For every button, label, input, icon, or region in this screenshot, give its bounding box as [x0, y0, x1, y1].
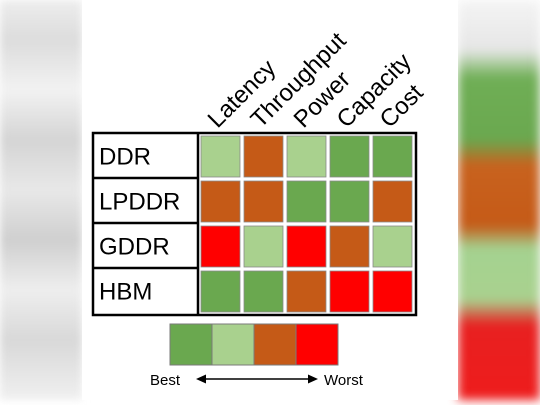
cell-gddr-capacity [329, 225, 370, 268]
blurred-background-left [0, 0, 82, 400]
cell-ddr-latency [200, 135, 241, 178]
cell-hbm-latency [200, 270, 241, 313]
cell-ddr-capacity [329, 135, 370, 178]
legend-swatch-level-2 [211, 323, 255, 366]
cell-lpddr-power [286, 180, 327, 223]
cell-hbm-throughput [243, 270, 284, 313]
cell-lpddr-throughput [243, 180, 284, 223]
legend-swatches [169, 323, 339, 366]
row-label-hbm: HBM [99, 279, 152, 306]
cell-gddr-power [286, 225, 327, 268]
legend-best-label: Best [150, 372, 181, 389]
cell-gddr-latency [200, 225, 241, 268]
cell-hbm-power [286, 270, 327, 313]
chart-panel: Latency Throughput Power Capacity Cost DDR LP… [82, 0, 458, 400]
heatmap-cells [200, 135, 413, 313]
cell-ddr-power [286, 135, 327, 178]
cell-ddr-cost [372, 135, 413, 178]
blurred-background-right [458, 0, 540, 400]
table-frame [91, 131, 418, 317]
arrow-head-left [196, 374, 206, 384]
row-label-ddr: DDR [99, 144, 151, 171]
arrow-head-right [308, 374, 318, 384]
legend-swatch-level-4 [295, 323, 339, 366]
cell-hbm-capacity [329, 270, 370, 313]
row-label-gddr: GDDR [99, 234, 170, 261]
color-scale-legend: Best Worst [150, 323, 364, 389]
cell-ddr-throughput [243, 135, 284, 178]
cell-lpddr-capacity [329, 180, 370, 223]
legend-worst-label: Worst [324, 372, 364, 389]
row-label-lpddr: LPDDR [99, 189, 180, 216]
cell-lpddr-latency [200, 180, 241, 223]
cell-hbm-cost [372, 270, 413, 313]
cell-gddr-cost [372, 225, 413, 268]
row-labels: DDR LPDDR GDDR HBM [93, 144, 198, 306]
cell-gddr-throughput [243, 225, 284, 268]
legend-swatch-level-1 [169, 323, 213, 366]
legend-swatch-level-3 [253, 323, 297, 366]
cell-lpddr-cost [372, 180, 413, 223]
